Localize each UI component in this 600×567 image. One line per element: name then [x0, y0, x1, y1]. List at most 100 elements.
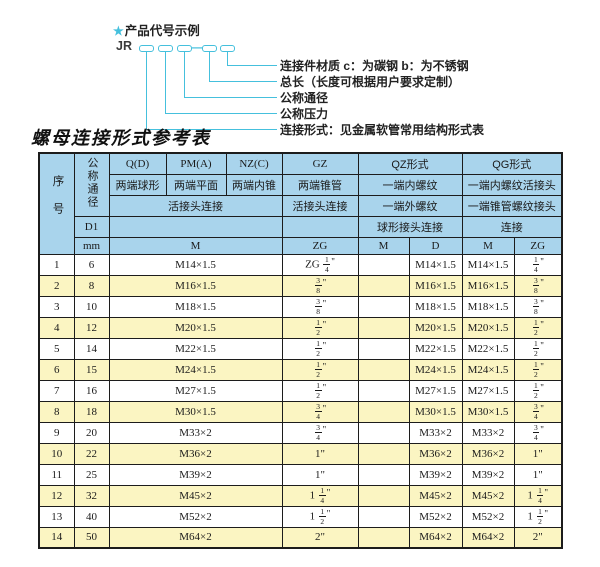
cell-qz-m — [357, 442, 410, 465]
table-body: 1 6 M14×1.5 ZG 1 4 " M14×1.5 M14×1.5 1 4 " 2 8 M16×1.… — [38, 253, 563, 549]
cell-qz-d: M39×2 — [408, 463, 463, 486]
header-d1: D1 — [73, 215, 110, 238]
cell-gz-zg: 3 4 " — [281, 421, 359, 444]
cell-qz-d: M64×2 — [408, 526, 463, 549]
cell-no: 4 — [38, 316, 75, 339]
table-row: 13 40 M52×2 1 1 2 " M52×2 M52×2 1 1 2 " — [38, 505, 563, 528]
header-desc: 两端球形 — [108, 173, 167, 196]
cell-qz-m — [357, 505, 410, 528]
cell-no: 5 — [38, 337, 75, 360]
cell-qz-d: M20×1.5 — [408, 316, 463, 339]
product-code-diagram: ★产品代号示例 JR — 连接件材质 c：为碳钢 b：为不锈钢 总长（长度可根据… — [0, 0, 600, 140]
table-header: 序号 公称通径 Q(D) PM(A) NZ(C) GZ QZ形式 QG形式 两端… — [38, 152, 563, 255]
header-code-qz: QZ形式 — [357, 152, 463, 175]
cell-dn: 18 — [73, 400, 110, 423]
table-row: 6 15 M24×1.5 1 2 " M24×1.5 M24×1.5 1 2 " — [38, 358, 563, 381]
cell-qz-m — [357, 463, 410, 486]
cell-m: M33×2 — [108, 421, 283, 444]
header-desc: 两端内锥 — [225, 173, 283, 196]
cell-no: 14 — [38, 526, 75, 549]
cell-qz-m — [357, 253, 410, 276]
table-row: 7 16 M27×1.5 1 2 " M27×1.5 M27×1.5 1 2 " — [38, 379, 563, 402]
table-row: 14 50 M64×2 2" M64×2 M64×2 2" — [38, 526, 563, 549]
cell-qz-m — [357, 316, 410, 339]
cell-no: 10 — [38, 442, 75, 465]
header-desc: 球形接头连接 — [357, 215, 463, 238]
cell-qz-m — [357, 484, 410, 507]
cell-qg-zg: 1 2 " — [513, 358, 563, 381]
code-box — [158, 45, 173, 52]
code-box — [177, 45, 192, 52]
product-code-prefix: JR — [116, 39, 132, 53]
table-row: 2 8 M16×1.5 3 8 " M16×1.5 M16×1.5 3 8 " — [38, 274, 563, 297]
header-desc: 两端平面 — [165, 173, 227, 196]
cell-m: M16×1.5 — [108, 274, 283, 297]
diagram-title-text: 产品代号示例 — [124, 24, 200, 38]
cell-qg-m: M36×2 — [461, 442, 515, 465]
cell-qg-m: M14×1.5 — [461, 253, 515, 276]
cell-no: 9 — [38, 421, 75, 444]
cell-qg-m: M45×2 — [461, 484, 515, 507]
cell-dn: 16 — [73, 379, 110, 402]
legend-length: 总长（长度可根据用户要求定制） — [280, 75, 461, 89]
table-row: 11 25 M39×2 1" M39×2 M39×2 1" — [38, 463, 563, 486]
header-desc: 一端内螺纹活接头 — [461, 173, 563, 196]
header-blank — [108, 215, 283, 238]
header-blank — [281, 215, 359, 238]
cell-qg-m: M16×1.5 — [461, 274, 515, 297]
cell-qz-d: M14×1.5 — [408, 253, 463, 276]
header-thread-qz-m: M — [357, 236, 410, 255]
cell-no: 2 — [38, 274, 75, 297]
header-desc: 一端外螺纹 — [357, 194, 463, 217]
leader-line — [209, 52, 277, 82]
header-unit: mm — [73, 236, 110, 255]
header-code-nzc: NZ(C) — [225, 152, 283, 175]
cell-qg-m: M39×2 — [461, 463, 515, 486]
table-row: 8 18 M30×1.5 3 4 " M30×1.5 M30×1.5 3 4 " — [38, 400, 563, 423]
code-box — [139, 45, 154, 52]
cell-gz-zg: 1 1 2 " — [281, 505, 359, 528]
cell-qg-zg: 1 1 2 " — [513, 505, 563, 528]
cell-m: M64×2 — [108, 526, 283, 549]
cell-qg-m: M24×1.5 — [461, 358, 515, 381]
header-desc: 两端锥管 — [281, 173, 359, 196]
cell-qz-m — [357, 337, 410, 360]
legend-material: 连接件材质 c：为碳钢 b：为不锈钢 — [280, 59, 469, 73]
cell-qg-zg: 1 2 " — [513, 337, 563, 360]
header-desc: 活接头连接 — [108, 194, 283, 217]
cell-gz-zg: 1 2 " — [281, 358, 359, 381]
cell-no: 3 — [38, 295, 75, 318]
cell-m: M18×1.5 — [108, 295, 283, 318]
table-row: 5 14 M22×1.5 1 2 " M22×1.5 M22×1.5 1 2 " — [38, 337, 563, 360]
cell-dn: 25 — [73, 463, 110, 486]
header-dn: 公称通径 — [73, 152, 110, 217]
cell-m: M20×1.5 — [108, 316, 283, 339]
cell-dn: 8 — [73, 274, 110, 297]
cell-qz-m — [357, 358, 410, 381]
cell-qz-d: M16×1.5 — [408, 274, 463, 297]
cell-qg-zg: 3 8 " — [513, 295, 563, 318]
cell-qz-m — [357, 421, 410, 444]
cell-qz-d: M45×2 — [408, 484, 463, 507]
cell-m: M27×1.5 — [108, 379, 283, 402]
cell-dn: 6 — [73, 253, 110, 276]
cell-no: 13 — [38, 505, 75, 528]
leader-line — [184, 52, 277, 98]
cell-qz-d: M27×1.5 — [408, 379, 463, 402]
cell-qg-zg: 2" — [513, 526, 563, 549]
diagram-title: ★产品代号示例 — [113, 20, 200, 39]
header-code-qd: Q(D) — [108, 152, 167, 175]
cell-qg-zg: 3 4 " — [513, 421, 563, 444]
